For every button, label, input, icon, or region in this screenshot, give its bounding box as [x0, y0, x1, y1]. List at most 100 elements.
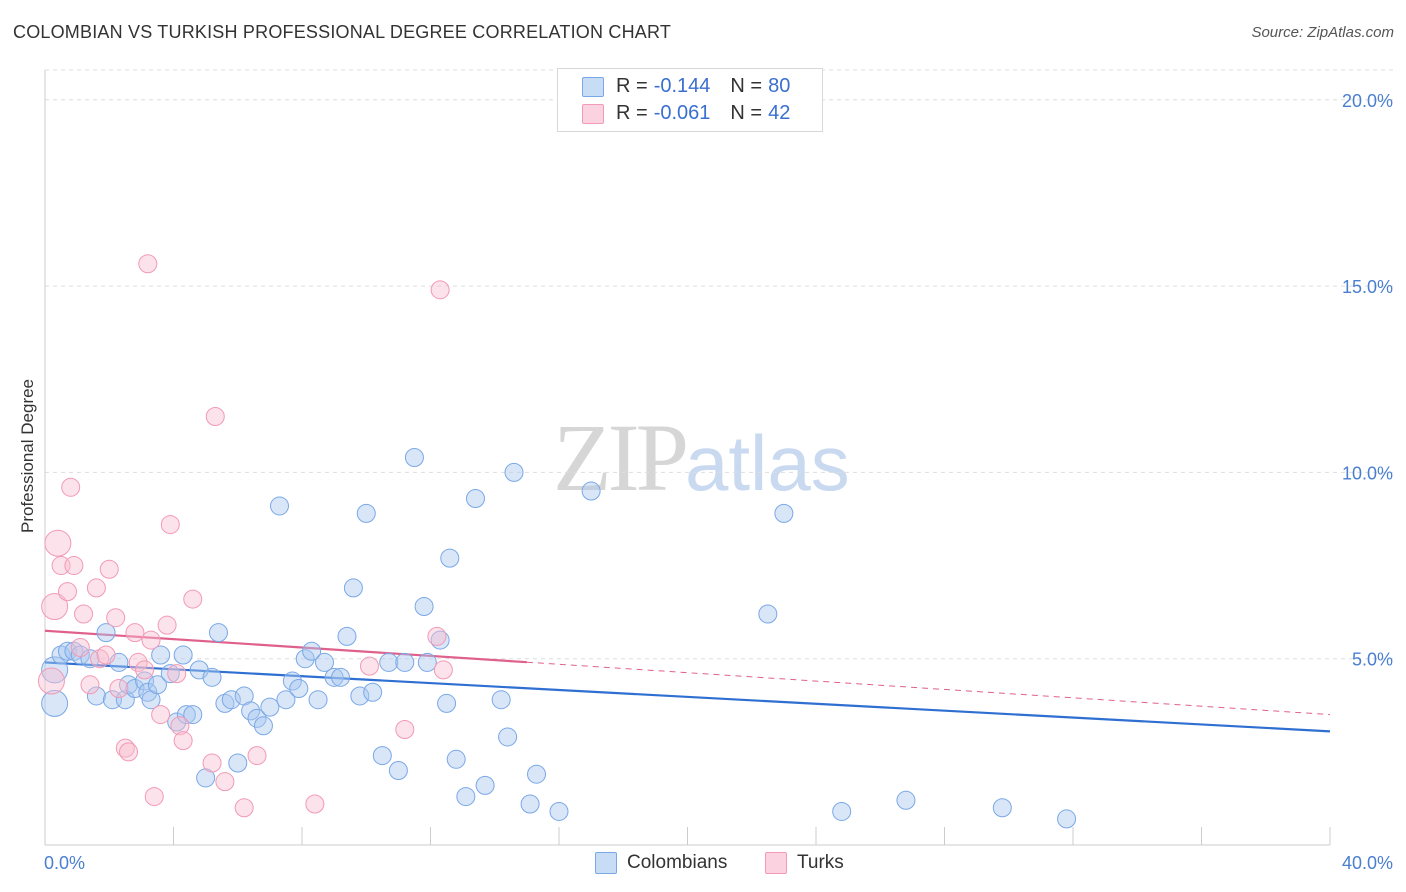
- tick-labels: 5.0% 10.0% 15.0% 20.0% 0.0% 40.0%: [44, 91, 1393, 873]
- point-colombians: [896, 790, 916, 810]
- point-colombians: [176, 705, 196, 725]
- point-colombians: [465, 488, 485, 508]
- point-turks: [99, 559, 119, 579]
- point-colombians: [221, 690, 241, 710]
- point-colombians: [343, 578, 363, 598]
- y-tick-label: 20.0%: [1342, 91, 1393, 111]
- point-colombians: [395, 652, 415, 672]
- point-turks: [74, 604, 94, 624]
- point-colombians: [350, 686, 370, 706]
- point-colombians: [356, 503, 376, 523]
- legend-n-label: N =: [730, 102, 763, 124]
- point-turks: [119, 742, 139, 762]
- point-colombians: [41, 689, 69, 717]
- point-colombians: [41, 656, 69, 684]
- point-colombians: [147, 675, 167, 695]
- point-colombians: [475, 775, 495, 795]
- axes: [44, 70, 1331, 846]
- trend-line-turks-extension: [526, 661, 1331, 716]
- point-colombians: [498, 727, 518, 747]
- point-turks: [151, 705, 171, 725]
- source-label: Source: ZipAtlas.com: [1251, 24, 1394, 41]
- point-colombians: [80, 649, 100, 669]
- point-turks: [305, 794, 325, 814]
- point-turks: [234, 798, 254, 818]
- point-turks: [44, 529, 72, 557]
- point-colombians: [440, 548, 460, 568]
- point-colombians: [270, 496, 290, 516]
- point-turks: [157, 615, 177, 635]
- point-colombians: [379, 652, 399, 672]
- legend-n-value: 42: [768, 102, 791, 124]
- x-tick-label: 0.0%: [44, 853, 85, 873]
- point-colombians: [247, 708, 267, 728]
- point-turks: [115, 738, 135, 758]
- point-colombians: [832, 801, 852, 821]
- watermark-atlas: atlas: [685, 419, 850, 507]
- point-turks: [141, 630, 161, 650]
- point-colombians: [202, 667, 222, 687]
- point-colombians: [228, 753, 248, 773]
- grid-lines: [45, 69, 1395, 660]
- point-colombians: [125, 679, 145, 699]
- point-colombians: [456, 787, 476, 807]
- legend-row-turks: R = -0.061 N = 42: [582, 102, 790, 125]
- point-colombians: [324, 667, 344, 687]
- point-colombians: [96, 623, 116, 643]
- point-colombians: [437, 693, 457, 713]
- point-colombians: [151, 645, 171, 665]
- bottom-legend-label: Turks: [797, 852, 844, 873]
- point-colombians: [295, 649, 315, 669]
- bottom-legend-turks: Turks: [765, 852, 844, 874]
- point-colombians: [581, 481, 601, 501]
- watermark: ZIPatlas: [553, 402, 850, 513]
- point-colombians: [758, 604, 778, 624]
- legend-n-label: N =: [730, 75, 763, 97]
- point-colombians: [135, 671, 155, 691]
- point-colombians: [774, 503, 794, 523]
- point-colombians: [115, 690, 135, 710]
- point-colombians: [314, 652, 334, 672]
- point-turks: [173, 731, 193, 751]
- point-colombians: [549, 801, 569, 821]
- trend-line-colombians: [44, 661, 1331, 733]
- point-turks: [96, 645, 116, 665]
- point-turks: [125, 623, 145, 643]
- point-turks: [128, 652, 148, 672]
- point-turks: [138, 254, 158, 274]
- point-colombians: [70, 645, 90, 665]
- point-colombians: [520, 794, 540, 814]
- point-turks: [64, 556, 84, 576]
- point-turks: [170, 716, 190, 736]
- trend-lines: [44, 629, 1331, 733]
- legend-swatch-colombians: [582, 76, 604, 97]
- point-colombians: [1057, 809, 1077, 829]
- point-colombians: [430, 630, 450, 650]
- point-turks: [86, 578, 106, 598]
- point-colombians: [331, 667, 351, 687]
- legend-n-value: 80: [768, 75, 791, 97]
- point-colombians: [167, 712, 187, 732]
- point-turks: [427, 626, 447, 646]
- point-colombians: [160, 664, 180, 684]
- point-colombians: [372, 746, 392, 766]
- point-colombians: [208, 623, 228, 643]
- point-turks: [57, 582, 77, 602]
- point-turks: [167, 664, 187, 684]
- point-colombians: [86, 686, 106, 706]
- legend-r-label: R =: [616, 75, 648, 97]
- point-turks: [109, 679, 129, 699]
- point-turks: [359, 656, 379, 676]
- point-colombians: [404, 448, 424, 467]
- point-turks: [205, 407, 225, 427]
- point-colombians: [527, 764, 547, 784]
- point-turks: [37, 667, 65, 695]
- point-turks: [430, 280, 450, 300]
- watermark-zip: ZIP: [553, 404, 689, 511]
- point-colombians: [57, 641, 77, 661]
- point-turks: [90, 649, 110, 669]
- y-tick-label: 5.0%: [1352, 650, 1393, 670]
- y-tick-label: 10.0%: [1342, 463, 1393, 483]
- legend-swatch-turks: [582, 103, 604, 124]
